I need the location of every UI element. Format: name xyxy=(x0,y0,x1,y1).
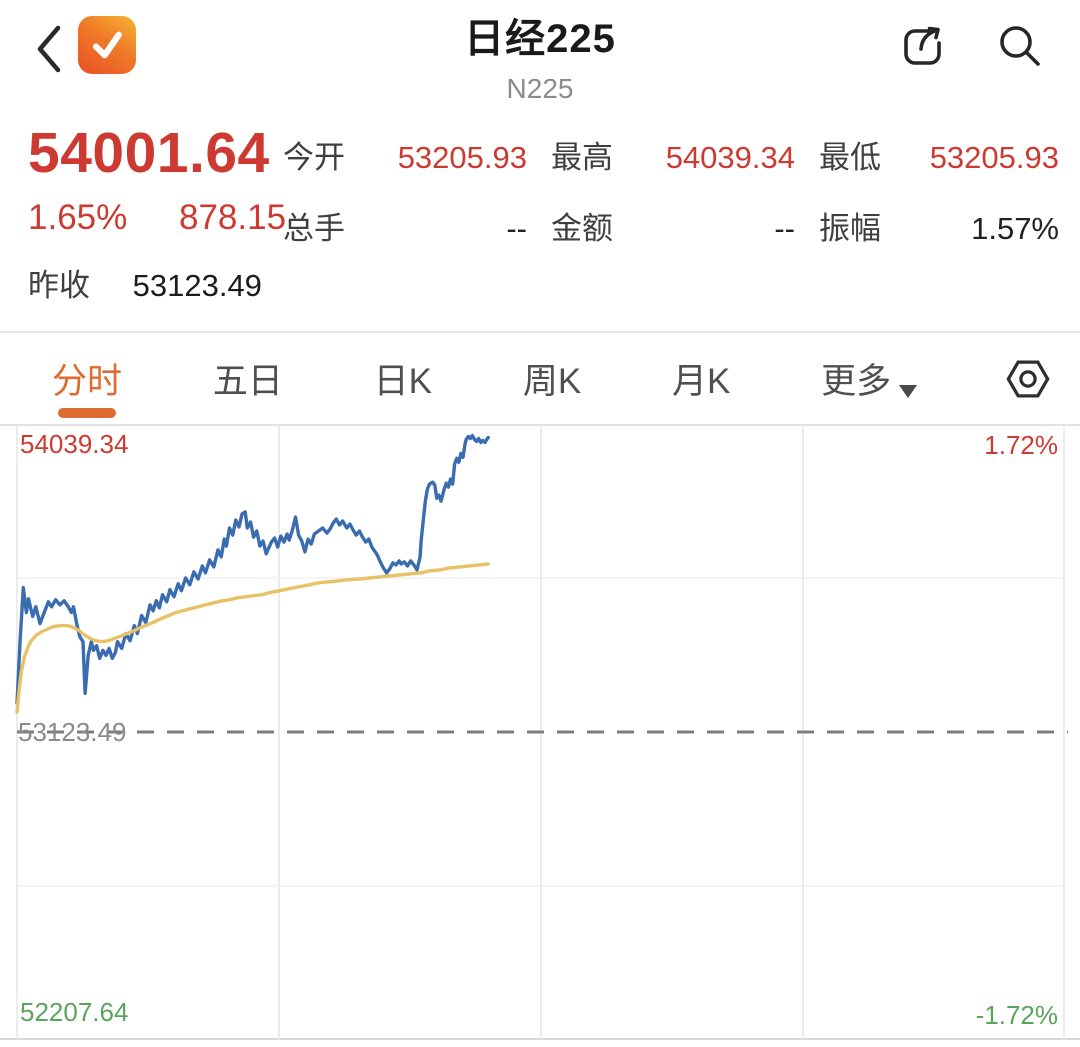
hexagon-gear-icon xyxy=(1006,359,1050,398)
axis-label-low-price: 52207.64 xyxy=(20,997,129,1027)
prev-close-label: 昨收 xyxy=(28,268,90,303)
chart-canvas xyxy=(0,424,1080,1040)
quote-stats-grid: 今开 53205.93 最高 54039.34 最低 53205.93 总手 -… xyxy=(283,132,1060,248)
intraday-chart[interactable]: 54039.34 1.72% 53123.49 52207.64 -1.72% xyxy=(0,424,1080,1040)
tab-more[interactable]: 更多 xyxy=(817,335,921,422)
average-line xyxy=(15,562,490,714)
title-block: 日经225 N225 xyxy=(200,6,880,105)
symbol-code: N225 xyxy=(506,73,574,104)
current-price: 54001.64 xyxy=(28,121,270,185)
axis-label-high-price: 54039.34 xyxy=(20,429,129,459)
back-button[interactable] xyxy=(30,20,70,78)
page-title: 日经225 xyxy=(464,17,616,61)
checkmark-icon xyxy=(92,31,122,59)
search-button[interactable] xyxy=(992,18,1048,74)
stat-open: 今开 53205.93 xyxy=(283,140,527,175)
tab-daily-k[interactable]: 日K xyxy=(373,362,433,401)
quote-section: 54001.64 1.65% 878.15 昨收 53123.49 今开 532… xyxy=(0,112,1080,330)
tab-monthly-k[interactable]: 月K xyxy=(672,362,731,401)
app-logo-icon xyxy=(78,16,136,74)
prev-close-row: 昨收 53123.49 xyxy=(28,260,262,305)
stat-amplitude: 振幅 1.57% xyxy=(819,211,1059,246)
stat-low: 最低 53205.93 xyxy=(819,140,1059,175)
chart-settings-button[interactable] xyxy=(1004,355,1052,403)
dropdown-triangle-icon xyxy=(899,385,918,398)
stat-turnover: 金额 -- xyxy=(551,211,795,246)
stat-high: 最高 54039.34 xyxy=(551,140,795,175)
chevron-left-icon xyxy=(37,25,61,73)
change-percent: 1.65% xyxy=(28,198,128,237)
header: 日经225 N225 xyxy=(0,0,1080,110)
price-change-row: 1.65% 878.15 xyxy=(28,198,286,238)
price-line xyxy=(15,433,490,705)
stat-volume: 总手 -- xyxy=(283,211,527,246)
active-tab-underline xyxy=(58,408,116,418)
search-icon xyxy=(1000,26,1040,66)
chart-period-tabs: 分时 五日 日K 周K 月K 更多 xyxy=(0,331,1080,424)
share-button[interactable] xyxy=(894,18,950,74)
axis-label-baseline-price: 53123.49 xyxy=(18,717,127,747)
tab-weekly-k[interactable]: 周K xyxy=(522,362,582,401)
share-icon xyxy=(904,26,941,65)
change-value: 878.15 xyxy=(178,198,287,237)
axis-label-high-percent: 1.72% xyxy=(984,430,1058,460)
axis-label-low-percent: -1.72% xyxy=(975,1000,1058,1030)
prev-close-value: 53123.49 xyxy=(132,268,262,303)
tab-five-day[interactable]: 五日 xyxy=(212,362,283,401)
tab-intraday[interactable]: 分时 xyxy=(48,335,126,422)
